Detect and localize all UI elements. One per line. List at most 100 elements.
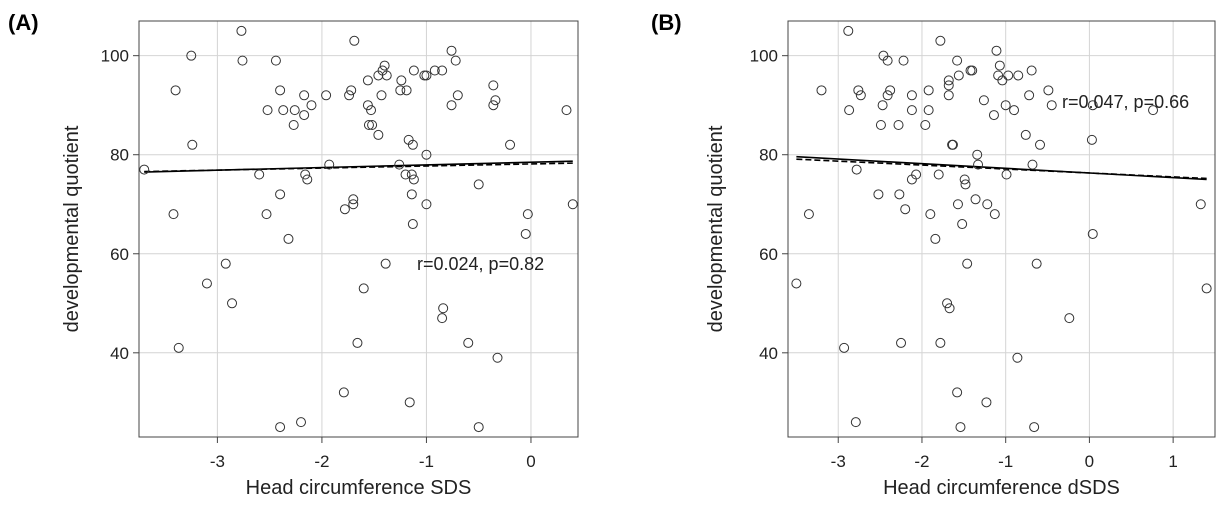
data-point <box>1086 134 1097 145</box>
data-point <box>1000 100 1011 111</box>
data-point <box>953 70 964 81</box>
data-point <box>446 45 457 56</box>
data-point <box>1024 90 1035 101</box>
y-tick-label: 100 <box>750 47 778 66</box>
data-point <box>261 209 272 220</box>
data-point <box>186 50 197 61</box>
data-point <box>352 337 363 348</box>
data-point <box>408 65 419 76</box>
data-point <box>438 303 449 314</box>
data-point <box>492 352 503 363</box>
data-point <box>346 85 357 96</box>
data-point <box>816 85 827 96</box>
data-point <box>877 100 888 111</box>
data-point <box>561 105 572 116</box>
regression-line <box>796 155 1207 181</box>
data-point <box>275 85 286 96</box>
data-point <box>957 219 968 230</box>
data-point <box>237 55 248 66</box>
data-point <box>520 228 531 239</box>
data-point <box>967 65 978 76</box>
data-point <box>505 139 516 150</box>
chart-panel-b: (B) -3 -2 -1 0 1 40 60 80 100 Head circumference d… <box>651 10 1216 499</box>
data-point <box>400 169 411 180</box>
data-point <box>396 75 407 86</box>
data-point <box>488 100 499 111</box>
data-point <box>362 75 373 86</box>
data-point <box>201 278 212 289</box>
data-point <box>452 90 463 101</box>
data-point <box>170 85 181 96</box>
data-point <box>463 337 474 348</box>
data-point <box>943 75 954 86</box>
x-tick-label: -1 <box>998 452 1013 471</box>
data-point <box>376 90 387 101</box>
data-point <box>955 422 966 433</box>
data-point <box>168 209 179 220</box>
data-point <box>348 194 359 205</box>
data-point <box>978 95 989 106</box>
x-tick-label: 1 <box>1168 452 1177 471</box>
data-point <box>1035 139 1046 150</box>
data-point <box>935 35 946 46</box>
data-point <box>900 204 911 215</box>
data-point <box>960 179 971 190</box>
data-point <box>306 100 317 111</box>
data-point <box>920 120 931 130</box>
data-point <box>488 80 499 91</box>
data-point <box>421 70 432 81</box>
data-point <box>296 417 307 428</box>
data-point <box>942 298 953 309</box>
y-tick-label: 60 <box>759 245 778 264</box>
data-point <box>262 105 273 116</box>
data-point <box>321 90 332 101</box>
data-point <box>339 204 350 215</box>
data-point <box>283 233 294 244</box>
data-point <box>981 397 992 408</box>
data-point <box>875 120 886 130</box>
data-point <box>1201 283 1212 294</box>
data-point <box>925 209 936 220</box>
x-tick-label: 0 <box>1085 452 1094 471</box>
data-point <box>404 397 415 408</box>
x-tick-label: -3 <box>831 452 846 471</box>
data-point <box>988 110 999 121</box>
data-point <box>421 199 432 210</box>
data-point <box>139 164 150 175</box>
data-point <box>943 80 954 91</box>
data-point <box>401 85 412 96</box>
y-tick-label: 60 <box>110 245 129 264</box>
data-point <box>1046 100 1057 111</box>
x-tick-label: -3 <box>210 452 225 471</box>
y-axis-title: developmental quotient <box>61 125 83 332</box>
data-point <box>1195 199 1206 210</box>
regression-line-dashed <box>796 158 1207 180</box>
data-point <box>906 90 917 101</box>
data-point <box>947 139 958 150</box>
data-point <box>187 139 198 150</box>
data-point <box>997 75 1008 86</box>
data-point <box>289 105 300 116</box>
data-point <box>930 233 941 244</box>
x-tick-label: -2 <box>314 452 329 471</box>
data-point <box>394 159 405 170</box>
data-point <box>1001 169 1012 180</box>
y-tick-label: 40 <box>110 344 129 363</box>
x-tick-label: -1 <box>419 452 434 471</box>
data-point <box>989 209 1000 220</box>
data-point <box>490 95 501 106</box>
data-point <box>379 60 390 71</box>
data-point <box>1003 70 1014 81</box>
data-point <box>1012 352 1023 363</box>
data-point <box>278 105 289 116</box>
data-point <box>885 85 896 96</box>
data-point <box>450 55 461 66</box>
data-point <box>407 139 418 150</box>
data-point <box>898 55 909 66</box>
regression-line <box>144 160 573 173</box>
x-axis-title: Head circumference dSDS <box>883 477 1120 499</box>
data-point <box>882 90 893 101</box>
y-tick-label: 40 <box>759 344 778 363</box>
y-tick-label: 100 <box>101 47 129 66</box>
data-point <box>367 120 378 130</box>
